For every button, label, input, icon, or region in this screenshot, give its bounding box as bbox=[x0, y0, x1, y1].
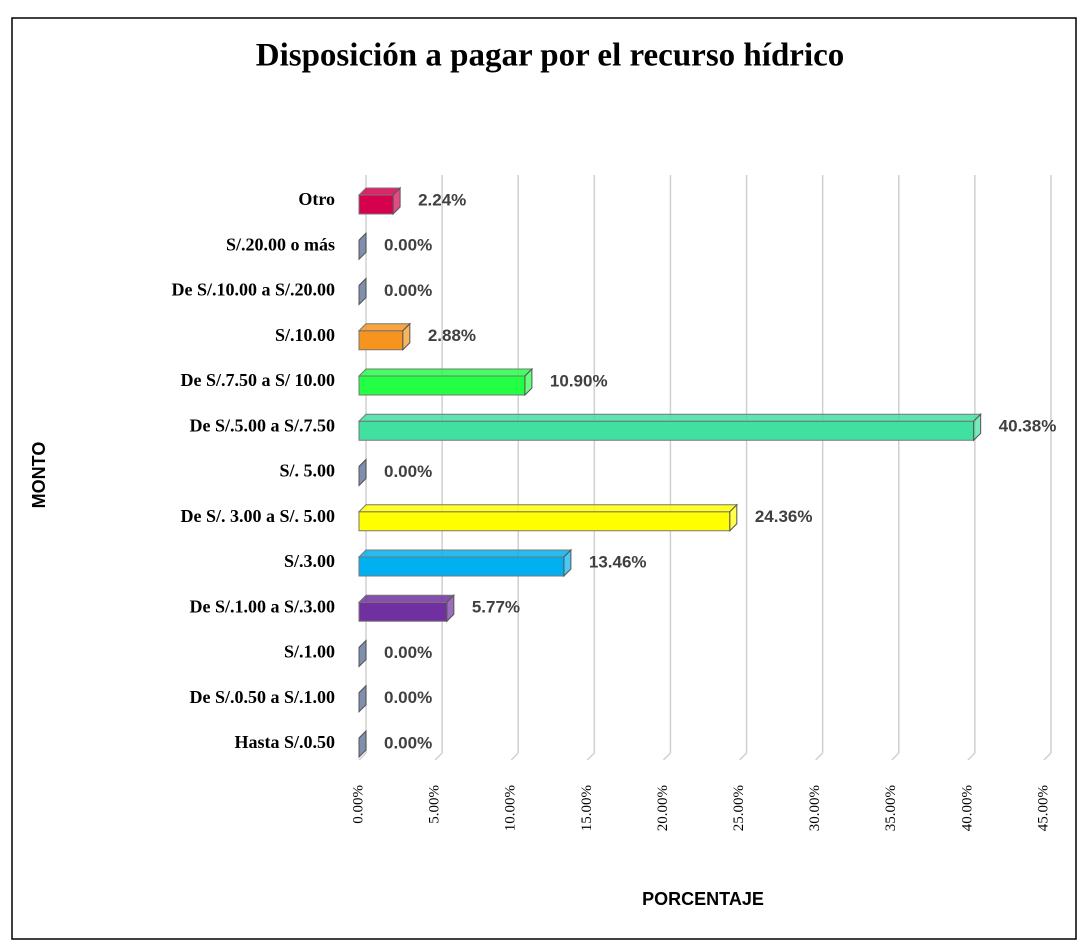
bar-top bbox=[357, 368, 534, 377]
bar-side bbox=[358, 232, 367, 261]
x-tick-label: 15.00% bbox=[579, 785, 595, 831]
grid-line-depth bbox=[434, 752, 443, 761]
y-tick-label: Hasta S/.0.50 bbox=[234, 732, 335, 752]
x-tick-label: 5.00% bbox=[427, 785, 443, 824]
x-axis-label: PORCENTAJE bbox=[642, 889, 764, 909]
value-label: 0.00% bbox=[384, 733, 432, 752]
grid-line-depth bbox=[815, 752, 824, 761]
x-tick-label: 45.00% bbox=[1035, 785, 1051, 831]
x-tick-label: 30.00% bbox=[807, 785, 823, 831]
x-tick-label: 25.00% bbox=[731, 785, 747, 831]
x-tick-label: 40.00% bbox=[959, 785, 975, 831]
bar-side bbox=[358, 684, 367, 713]
bar-side bbox=[358, 639, 367, 668]
bar-top bbox=[357, 594, 456, 603]
value-label: 13.46% bbox=[589, 552, 647, 571]
bar-side bbox=[973, 413, 982, 442]
value-label: 0.00% bbox=[384, 643, 432, 662]
y-tick-label: De S/.1.00 a S/.3.00 bbox=[189, 596, 335, 616]
bar bbox=[358, 375, 526, 396]
y-tick-label: S/.3.00 bbox=[284, 551, 335, 571]
y-tick-label: De S/.0.50 a S/.1.00 bbox=[189, 687, 335, 707]
x-tick-label: 10.00% bbox=[503, 785, 519, 831]
grid-line-depth bbox=[967, 752, 976, 761]
value-label: 10.90% bbox=[550, 371, 608, 390]
y-tick-label: S/.10.00 bbox=[275, 325, 335, 345]
value-label: 2.24% bbox=[418, 190, 466, 209]
bar-side bbox=[358, 458, 367, 487]
y-tick-label: Otro bbox=[298, 189, 335, 209]
y-tick-label: De S/. 3.00 a S/. 5.00 bbox=[180, 506, 335, 526]
value-label: 0.00% bbox=[384, 462, 432, 481]
bar bbox=[358, 556, 565, 577]
chart-title: Disposición a pagar por el recurso hídri… bbox=[256, 38, 845, 74]
bar-side bbox=[524, 367, 533, 397]
bar bbox=[358, 420, 975, 441]
bar bbox=[358, 194, 394, 215]
value-label: 0.00% bbox=[384, 281, 432, 300]
grid-line-depth bbox=[510, 752, 519, 761]
value-label: 24.36% bbox=[755, 507, 813, 526]
bar-side bbox=[358, 729, 367, 759]
y-tick-label: S/.20.00 o más bbox=[226, 234, 335, 254]
bar bbox=[358, 511, 731, 532]
bar-top bbox=[357, 549, 573, 558]
value-label: 0.00% bbox=[384, 236, 432, 255]
value-label: 2.88% bbox=[428, 326, 476, 345]
bar-side bbox=[729, 503, 738, 532]
grid-line-depth bbox=[1043, 752, 1052, 761]
y-tick-label: De S/.5.00 a S/.7.50 bbox=[189, 415, 335, 435]
x-tick-label: 0.00% bbox=[350, 785, 366, 824]
bar-side bbox=[392, 186, 401, 216]
bar-top bbox=[357, 413, 982, 422]
grid-line-depth bbox=[891, 752, 900, 761]
value-label: 5.77% bbox=[472, 598, 520, 617]
bar bbox=[358, 601, 448, 622]
bar-side bbox=[563, 548, 572, 578]
grid-line-depth bbox=[662, 752, 671, 761]
chart-frame bbox=[11, 17, 1077, 940]
bar-side bbox=[446, 594, 455, 623]
value-label: 40.38% bbox=[999, 417, 1057, 436]
y-tick-label: De S/.7.50 a S/ 10.00 bbox=[180, 370, 335, 390]
bar-side bbox=[402, 322, 411, 351]
y-tick-label: De S/.10.00 a S/.20.00 bbox=[171, 280, 335, 300]
bar-top bbox=[357, 504, 739, 513]
bar-side bbox=[358, 277, 367, 306]
y-tick-label: S/. 5.00 bbox=[279, 461, 335, 481]
x-tick-label: 35.00% bbox=[883, 785, 899, 831]
y-axis-label: MONTO bbox=[29, 442, 49, 509]
y-tick-label: S/.1.00 bbox=[284, 642, 335, 662]
bar bbox=[358, 330, 404, 351]
grid-line-depth bbox=[358, 752, 367, 761]
x-tick-label: 20.00% bbox=[655, 785, 671, 831]
bar-top bbox=[357, 323, 412, 332]
grid-line-depth bbox=[586, 752, 595, 761]
value-label: 0.00% bbox=[384, 688, 432, 707]
grid-line-depth bbox=[739, 752, 748, 761]
